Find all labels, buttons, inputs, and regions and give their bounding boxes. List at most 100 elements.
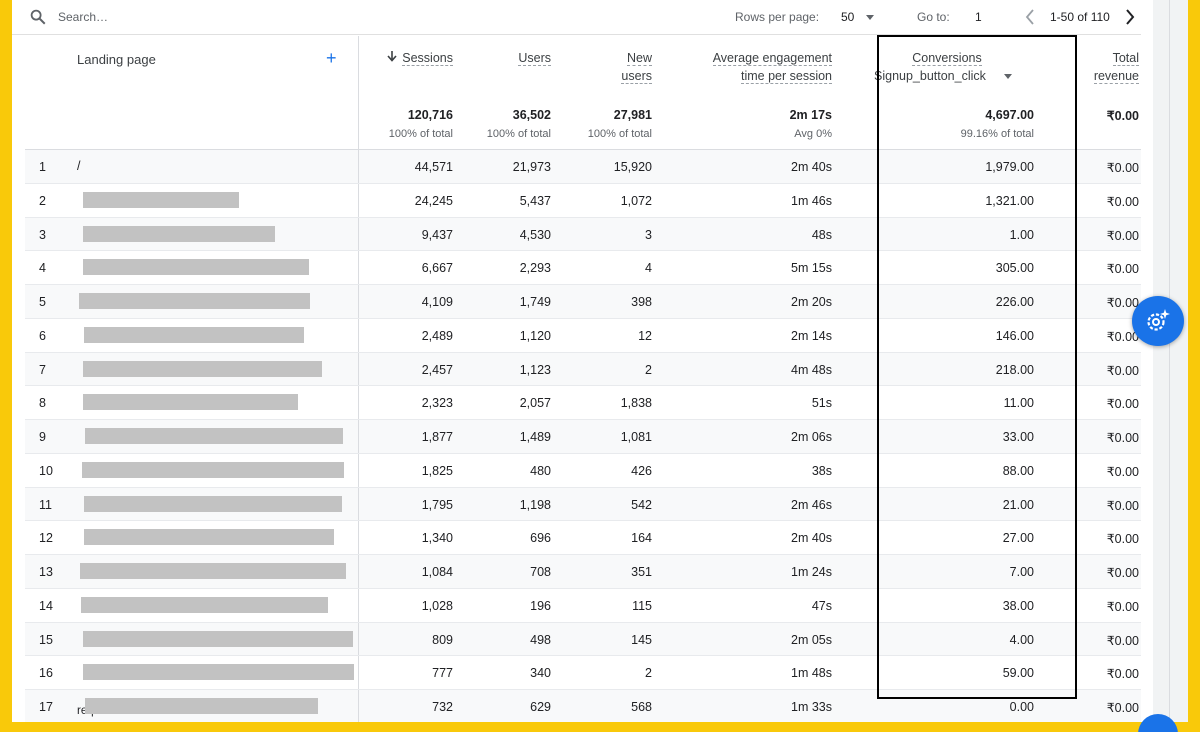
table-row[interactable]: 13 1,084 708 351 1m 24s 7.00 ₹0.00: [25, 555, 1141, 589]
table-body: 1/44,571 21,973 15,920 2m 40s 1,979.00 ₹0.00 2…: [25, 150, 1141, 722]
conversions-cell: 11.00: [1003, 396, 1034, 411]
new-users-header[interactable]: New users: [621, 51, 652, 84]
total-revenue-header[interactable]: Total revenue: [1093, 51, 1139, 84]
table-row[interactable]: 17requirements-in-india7326295681m 33s0.…: [25, 690, 1141, 722]
rows-per-page-select[interactable]: 50: [841, 10, 855, 24]
redacted-path: [83, 664, 354, 681]
dropdown-caret-icon[interactable]: [1004, 74, 1012, 79]
row-index: 3: [39, 227, 46, 242]
table-row[interactable]: 8 2,323 2,057 1,838 51s 11.00 ₹0.00: [25, 386, 1141, 420]
avg-engagement-cell: 5m 15s: [791, 261, 832, 276]
total-avg-engagement-sub: Avg 0%: [794, 128, 832, 140]
new-users-cell: 2: [645, 362, 652, 377]
add-dimension-icon[interactable]: +: [326, 48, 337, 68]
table-row[interactable]: 10 1,825 480 426 38s 88.00 ₹0.00: [25, 453, 1141, 488]
users-cell: 696: [530, 531, 551, 546]
redacted-path: [83, 191, 239, 208]
sessions-cell: 2,457: [421, 362, 453, 377]
new-users-cell: 398: [631, 295, 652, 309]
total-users-percent: 100% of total: [486, 128, 551, 140]
table-row[interactable]: 2 24,245 5,437 1,072 1m 46s 1,321.00 ₹0.00: [25, 183, 1141, 218]
sessions-header[interactable]: Sessions: [368, 49, 453, 67]
conversions-cell: 88.00: [1002, 463, 1034, 478]
revenue-cell: ₹0.00: [1106, 228, 1139, 243]
search-input[interactable]: Search…: [58, 10, 109, 24]
sessions-cell: 44,571: [414, 160, 453, 174]
row-index: 13: [39, 565, 53, 579]
table-row[interactable]: 6 2,489 1,120 12 2m 14s 146.00 ₹0.00: [25, 318, 1141, 353]
total-revenue: ₹0.00: [1106, 109, 1139, 123]
total-new-users-percent: 100% of total: [587, 128, 652, 140]
table-row[interactable]: 9 1,877 1,489 1,081 2m 06s 33.00 ₹0.00: [25, 420, 1141, 454]
revenue-cell: ₹0.00: [1106, 633, 1139, 648]
avg-engagement-header[interactable]: Average engagement time per session: [712, 51, 832, 84]
conversions-cell: 1.00: [1009, 227, 1034, 242]
row-index: 14: [39, 598, 53, 613]
total-users: 36,502: [512, 108, 551, 122]
table-row[interactable]: 7 2,457 1,123 2 4m 48s 218.00 ₹0.00: [25, 352, 1141, 387]
table-row[interactable]: 5 4,109 1,749 398 2m 20s 226.00 ₹0.00: [25, 285, 1141, 319]
dropdown-caret-icon[interactable]: [866, 15, 874, 20]
table-row[interactable]: 3 9,437 4,530 3 48s 1.00 ₹0.00: [25, 217, 1141, 252]
new-users-cell: 115: [632, 598, 652, 613]
users-cell: 480: [530, 463, 551, 478]
table-row[interactable]: 15 809 498 145 2m 05s 4.00 ₹0.00: [25, 622, 1141, 657]
table-toolbar: Search… Rows per page: 50 Go to: 1 1-50 …: [12, 0, 1141, 35]
help-fab[interactable]: [1138, 714, 1178, 732]
table-row[interactable]: 11 1,795 1,198 542 2m 46s 21.00 ₹0.00: [25, 487, 1141, 522]
goto-page-input[interactable]: 1: [975, 10, 982, 24]
new-users-cell: 164: [631, 531, 652, 546]
revenue-cell: ₹0.00: [1106, 397, 1139, 412]
redacted-path: [82, 461, 344, 478]
users-cell: 1,198: [519, 497, 551, 512]
redacted-path: [83, 360, 322, 377]
landing-page-path[interactable]: /: [77, 159, 81, 173]
avg-engagement-cell: 2m 40s: [791, 531, 832, 546]
conversions-highlight-box: [877, 35, 1077, 699]
users-cell: 4,530: [519, 227, 551, 242]
avg-engagement-cell: 1m 33s: [791, 700, 832, 714]
conversions-cell: 4.00: [1009, 632, 1034, 647]
avg-engagement-cell: 51s: [811, 396, 832, 411]
users-cell: 196: [530, 598, 551, 613]
avg-engagement-cell: 2m 20s: [791, 295, 832, 309]
conversion-event-select[interactable]: Signup_button_click: [874, 69, 986, 83]
chevron-left-icon[interactable]: [1024, 8, 1036, 26]
row-index: 6: [39, 328, 46, 343]
goto-label: Go to:: [917, 10, 950, 24]
conversions-cell: 305.00: [995, 261, 1034, 276]
chevron-right-icon[interactable]: [1124, 8, 1136, 26]
new-users-cell: 1,838: [620, 396, 652, 411]
users-cell: 629: [530, 700, 551, 714]
conversions-cell: 21.00: [1002, 497, 1034, 512]
table-row[interactable]: 4 6,667 2,293 4 5m 15s 305.00 ₹0.00: [25, 251, 1141, 285]
search-icon[interactable]: [29, 8, 47, 26]
conversions-header[interactable]: Conversions: [912, 51, 982, 66]
conversions-cell: 38.00: [1002, 598, 1034, 613]
sessions-cell: 1,340: [421, 531, 453, 546]
insights-fab[interactable]: [1132, 296, 1184, 346]
revenue-cell: ₹0.00: [1106, 498, 1139, 513]
revenue-cell: ₹0.00: [1106, 667, 1139, 682]
landing-page-header[interactable]: Landing page: [77, 52, 156, 67]
users-cell: 21,973: [512, 160, 551, 174]
sessions-cell: 4,109: [421, 295, 453, 309]
avg-engagement-cell: 48s: [811, 227, 832, 242]
rows-per-page-label: Rows per page:: [735, 10, 820, 24]
sessions-cell: 9,437: [421, 227, 453, 242]
avg-engagement-cell: 2m 40s: [791, 160, 832, 174]
users-cell: 708: [530, 565, 551, 579]
sessions-cell: 1,084: [421, 565, 453, 579]
table-row[interactable]: 16 777 340 2 1m 48s 59.00 ₹0.00: [25, 656, 1141, 690]
avg-engagement-cell: 1m 24s: [791, 565, 832, 579]
sessions-cell: 6,667: [421, 261, 453, 276]
users-header[interactable]: Users: [518, 51, 551, 66]
table-row[interactable]: 1 / 44,571 21,973 15,920 2m 40s 1,979.00 ₹0.00: [25, 150, 1141, 184]
total-sessions-percent: 100% of total: [388, 128, 453, 140]
row-index: 7: [39, 362, 46, 377]
new-users-cell: 4: [645, 261, 652, 276]
table-row[interactable]: 12 1,340 696 164 2m 40s 27.00 ₹0.00: [25, 521, 1141, 555]
table-row[interactable]: 14 1,028 196 115 47s 38.00 ₹0.00: [25, 588, 1141, 623]
conversions-cell: 0.00: [1009, 700, 1034, 714]
new-users-cell: 1,072: [620, 193, 652, 208]
